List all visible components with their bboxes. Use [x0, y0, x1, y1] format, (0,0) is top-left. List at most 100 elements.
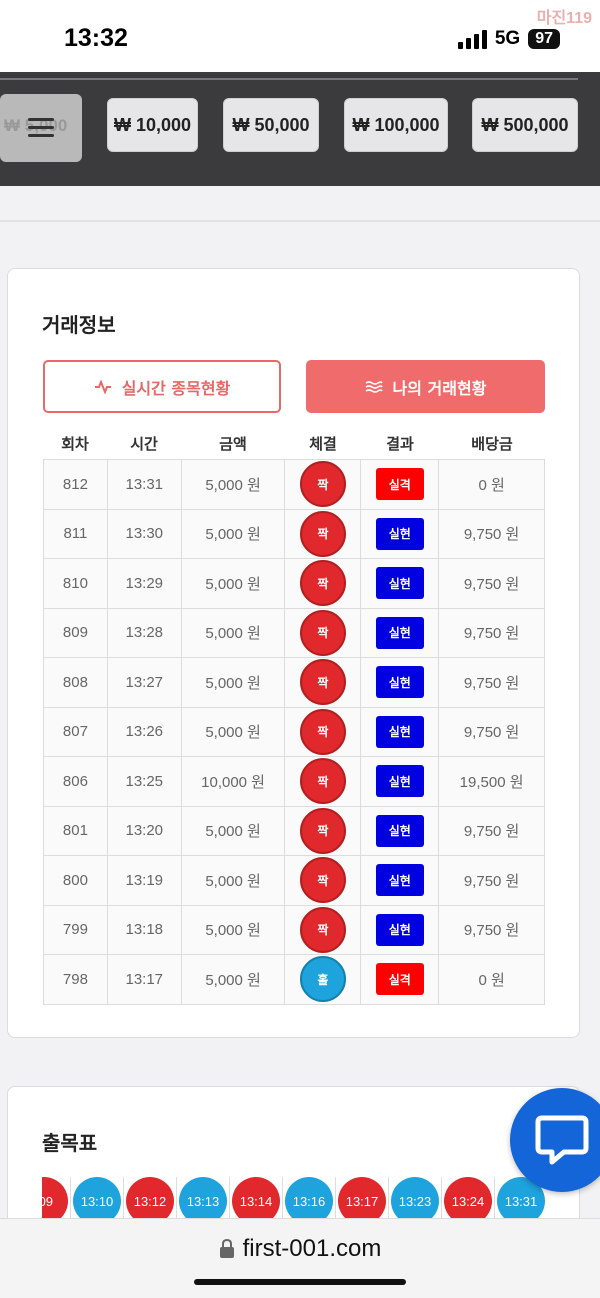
trade-payout: 9,750 원 — [438, 558, 545, 609]
trade-round: 811 — [43, 508, 108, 559]
even-pick-ball: 짝 — [299, 560, 346, 607]
draw-ball-odd: 13:10 — [73, 1177, 121, 1225]
trade-info-card: 거래정보 실시간 종목현황 나의 거래현황 회차 시간 금액 체결 결과 배당금 — [7, 268, 580, 1038]
trade-pick-cell: 짝 — [284, 508, 362, 559]
amount-button-10000[interactable]: ₩ 10,000 — [107, 98, 198, 152]
draw-strip[interactable]: :0913:1013:1213:1313:1413:1613:1713:2313… — [42, 1177, 547, 1227]
draw-ball-even: 13:17 — [338, 1177, 386, 1225]
trade-round: 801 — [43, 805, 108, 856]
draw-ball-odd: 13:16 — [285, 1177, 333, 1225]
draw-separator — [229, 1177, 230, 1227]
draw-separator — [70, 1177, 71, 1227]
column-header-payout: 배당금 — [471, 435, 513, 453]
battery-icon: 97 — [528, 29, 560, 49]
even-pick-ball: 짝 — [299, 659, 346, 706]
trade-payout: 9,750 원 — [438, 805, 545, 856]
trade-pick-cell: 짝 — [284, 657, 362, 708]
trade-pick-cell: 짝 — [284, 459, 362, 510]
trade-round: 807 — [43, 706, 108, 757]
trade-pick-cell: 짝 — [284, 706, 362, 757]
watermark-logo: 마진119 — [536, 10, 592, 27]
win-badge: 실현 — [375, 715, 424, 748]
chat-button[interactable] — [510, 1088, 600, 1192]
trade-row: 811 13:30 5,000 원 짝 실현 9,750 원 — [43, 508, 545, 559]
even-pick-ball: 짝 — [299, 906, 346, 953]
win-badge: 실현 — [375, 666, 424, 699]
trade-round: 812 — [43, 459, 108, 510]
trade-result-cell: 실현 — [360, 508, 440, 559]
trade-amount: 5,000 원 — [180, 805, 286, 856]
trade-result-cell: 실현 — [360, 756, 440, 807]
amount-button-500000[interactable]: ₩ 500,000 — [472, 98, 578, 152]
lock-icon — [219, 1239, 234, 1258]
amount-button-50000[interactable]: ₩ 50,000 — [223, 98, 319, 152]
draw-separator — [176, 1177, 177, 1227]
trade-amount: 5,000 원 — [180, 508, 286, 559]
trade-row: 812 13:31 5,000 원 짝 실격 0 원 — [43, 459, 545, 510]
trade-amount: 5,000 원 — [180, 954, 286, 1005]
trade-time: 13:26 — [106, 706, 182, 757]
trade-amount: 10,000 원 — [180, 756, 286, 807]
win-badge: 실현 — [375, 616, 424, 649]
draw-ball-odd: 13:13 — [179, 1177, 227, 1225]
trade-row: 808 13:27 5,000 원 짝 실현 9,750 원 — [43, 657, 545, 708]
trade-round: 799 — [43, 904, 108, 955]
even-pick-ball: 짝 — [299, 510, 346, 557]
amount-toolbar: ₩ 5,000 ₩ 10,000 ₩ 50,000 ₩ 100,000 ₩ 50… — [0, 72, 600, 186]
chat-bubble-icon — [535, 1115, 589, 1165]
trade-amount: 5,000 원 — [180, 855, 286, 906]
trade-result-cell: 실현 — [360, 805, 440, 856]
trade-row: 798 13:17 5,000 원 홀 실격 0 원 — [43, 954, 545, 1005]
amount-button-100000[interactable]: ₩ 100,000 — [344, 98, 448, 152]
draw-separator — [441, 1177, 442, 1227]
draw-ball-even: 13:24 — [444, 1177, 492, 1225]
trade-table-header: 회차 시간 금액 체결 결과 배당금 — [43, 433, 545, 459]
my-trades-label: 나의 거래현황 — [392, 378, 487, 398]
trade-pick-cell: 짝 — [284, 756, 362, 807]
trade-amount: 5,000 원 — [180, 657, 286, 708]
even-pick-ball: 짝 — [299, 609, 346, 656]
signal-icon — [457, 29, 487, 49]
draw-separator — [123, 1177, 124, 1227]
trade-round: 810 — [43, 558, 108, 609]
trade-time: 13:29 — [106, 558, 182, 609]
trade-payout: 0 원 — [438, 954, 545, 1005]
hamburger-icon — [28, 118, 54, 138]
realtime-status-button[interactable]: 실시간 종목현황 — [43, 360, 281, 413]
trade-round: 800 — [43, 855, 108, 906]
trade-round: 806 — [43, 756, 108, 807]
url-display[interactable]: first-001.com — [0, 1235, 600, 1266]
win-badge: 실현 — [375, 765, 424, 798]
draw-ball-even: 13:14 — [232, 1177, 280, 1225]
trade-pick-cell: 홀 — [284, 954, 362, 1005]
trade-row: 810 13:29 5,000 원 짝 실현 9,750 원 — [43, 558, 545, 609]
trade-row: 800 13:19 5,000 원 짝 실현 9,750 원 — [43, 855, 545, 906]
trade-payout: 9,750 원 — [438, 657, 545, 708]
trade-time: 13:31 — [106, 459, 182, 510]
draw-separator — [388, 1177, 389, 1227]
trade-payout: 9,750 원 — [438, 508, 545, 559]
even-pick-ball: 짝 — [299, 758, 346, 805]
trade-time: 13:20 — [106, 805, 182, 856]
trade-row: 801 13:20 5,000 원 짝 실현 9,750 원 — [43, 805, 545, 856]
home-indicator[interactable] — [194, 1279, 406, 1285]
trade-time: 13:28 — [106, 607, 182, 658]
draw-ball-odd: 13:23 — [391, 1177, 439, 1225]
trade-pick-cell: 짝 — [284, 607, 362, 658]
column-header-pick: 체결 — [309, 435, 337, 453]
menu-button[interactable]: ₩ 5,000 — [0, 94, 82, 162]
draw-separator — [494, 1177, 495, 1227]
realtime-status-label: 실시간 종목현황 — [121, 378, 231, 398]
status-bar: 13:32 마진119 5G 97 — [0, 0, 600, 72]
trade-payout: 0 원 — [438, 459, 545, 510]
network-type: 5G — [494, 28, 521, 49]
trade-result-cell: 실현 — [360, 607, 440, 658]
even-pick-ball: 짝 — [299, 708, 346, 755]
browser-url-bar[interactable]: first-001.com — [0, 1218, 600, 1298]
trade-pick-cell: 짝 — [284, 805, 362, 856]
column-header-round: 회차 — [61, 435, 89, 453]
even-pick-ball: 짝 — [299, 461, 346, 508]
waves-icon — [365, 380, 383, 393]
my-trades-button[interactable]: 나의 거래현황 — [306, 360, 545, 413]
win-badge: 실현 — [375, 864, 424, 897]
